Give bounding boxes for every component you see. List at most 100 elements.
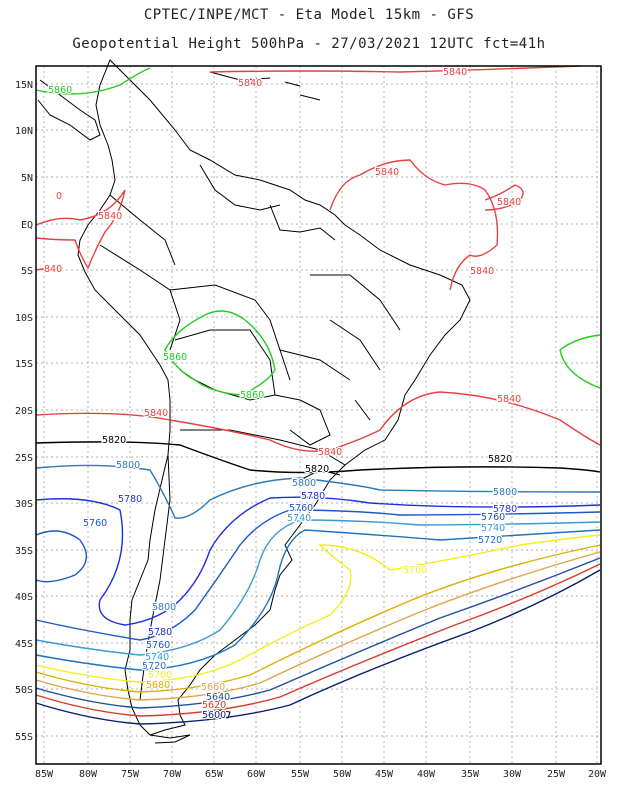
contour-5600 <box>35 569 601 725</box>
label-5780-west: 5780 <box>118 494 142 505</box>
lat-tick-label: 5N <box>21 173 33 184</box>
lon-tick-label: 80W <box>79 769 98 780</box>
label-5680-patagonia: 5680 <box>146 680 170 691</box>
latitude-axis: 15N 10N 5N EQ 5S 10S 15S 20S 25S 30S 35S 40S 45S 50S 5… <box>15 80 33 743</box>
contour-5840-colombia <box>35 189 126 270</box>
label-5800-west: 5800 <box>116 460 140 471</box>
label-5840-guianas: 5840 <box>375 167 399 178</box>
label-5800-east: 5800 <box>493 487 517 498</box>
lon-tick-label: 70W <box>163 769 182 780</box>
label-5640-south: 5640 <box>206 692 230 703</box>
label-5820-mid: 5820 <box>305 464 329 475</box>
lat-tick-label: 15S <box>15 359 33 370</box>
contour-5660 <box>35 551 601 701</box>
tierra-del-fuego <box>149 734 191 744</box>
label-5860-bolivia-w: 5860 <box>163 352 187 363</box>
contour-5800 <box>35 464 601 519</box>
contour-5840-main <box>35 391 601 452</box>
label-5760-mid: 5760 <box>289 503 313 514</box>
contour-5840-guianas <box>329 159 499 291</box>
label-5800-uruguay: 5800 <box>292 478 316 489</box>
lon-tick-label: 55W <box>291 769 310 780</box>
lon-tick-label: 85W <box>35 769 54 780</box>
coastlines-and-borders <box>37 59 471 744</box>
label-5820-west: 5820 <box>102 435 126 446</box>
contour-5740 <box>35 519 601 656</box>
lon-tick-label: 25W <box>547 769 566 780</box>
label-5780-mid: 5780 <box>301 491 325 502</box>
contour-5760 <box>35 509 601 641</box>
lat-tick-label: 10N <box>15 126 33 137</box>
contour-5720 <box>35 529 601 671</box>
label-5840-colombia: 5840 <box>98 211 122 222</box>
border-uruguay <box>299 469 341 481</box>
label-5760-pacific: 5760 <box>83 518 107 529</box>
lat-tick-label: 30S <box>15 499 33 510</box>
chart-title: CPTEC/INPE/MCT - Eta Model 15km - GFS <box>143 7 475 23</box>
border-venezuela <box>199 164 281 211</box>
label-5700-east: 5700 <box>403 565 427 576</box>
caribbean-islands <box>209 71 321 101</box>
label-840-peru: 840 <box>44 264 62 275</box>
lat-tick-label: 20S <box>15 406 33 417</box>
border-colombia <box>109 194 176 266</box>
contour-5840-top <box>209 65 581 73</box>
label-5840-chile: 5840 <box>144 408 168 419</box>
contour-5680 <box>35 544 601 693</box>
contour-5840-atlantic <box>484 184 524 211</box>
contour-5820 <box>35 441 601 474</box>
lat-tick-label: 15N <box>15 80 33 91</box>
contour-5620 <box>35 563 601 717</box>
chart-subtitle: Geopotential Height 500hPa - 27/03/2021 … <box>72 36 546 52</box>
contour-5840-peru <box>35 267 51 271</box>
label-5800-patagonia: 5800 <box>152 602 176 613</box>
falklands <box>214 709 231 719</box>
lat-tick-label: EQ <box>21 220 33 231</box>
lon-tick-label: 65W <box>205 769 224 780</box>
graticule <box>36 66 601 764</box>
lon-tick-label: 40W <box>417 769 436 780</box>
central-america <box>37 79 101 141</box>
lon-tick-label: 45W <box>375 769 394 780</box>
label-5740-mid: 5740 <box>287 513 311 524</box>
label-5620-south: 5620 <box>202 700 226 711</box>
contour-labels: 5860 5840 5840 5840 0 5840 5840 840 5840 5860 5860… <box>43 66 523 723</box>
border-paraguay <box>274 394 331 446</box>
label-5820-east: 5820 <box>488 454 512 465</box>
lon-tick-label: 30W <box>503 769 522 780</box>
border-brazil-states <box>279 274 401 421</box>
lat-tick-label: 50S <box>15 685 33 696</box>
label-5660-south: 5660 <box>201 682 225 693</box>
contours <box>35 65 601 725</box>
label-0-colombia: 0 <box>56 191 62 202</box>
label-5840-atlantic: 5840 <box>497 197 521 208</box>
label-5840-top: 5840 <box>238 78 262 89</box>
label-5840-south-brazil: 5840 <box>318 447 342 458</box>
lat-tick-label: 45S <box>15 639 33 650</box>
contour-5640 <box>35 557 601 709</box>
label-5760-east: 5760 <box>481 512 505 523</box>
label-5860-bolivia-s: 5860 <box>240 390 264 401</box>
label-5780-east: 5780 <box>493 504 517 515</box>
map-frame <box>35 65 602 765</box>
label-5700-patagonia: 5700 <box>148 670 172 681</box>
label-5840-brazil-east: 5840 <box>470 266 494 277</box>
lat-tick-label: 10S <box>15 313 33 324</box>
lat-tick-label: 55S <box>15 732 33 743</box>
border-brazil-west <box>169 284 291 381</box>
contour-5860-bolivia <box>164 310 276 396</box>
border-argentina-north <box>180 429 346 466</box>
lon-tick-label: 60W <box>247 769 266 780</box>
border-peru <box>99 244 181 351</box>
label-5600-south: 5600 <box>202 710 226 721</box>
lat-tick-label: 40S <box>15 592 33 603</box>
south-america-coastline <box>77 59 471 736</box>
lat-tick-label: 25S <box>15 453 33 464</box>
lat-tick-label: 5S <box>21 266 33 277</box>
contour-5860-east <box>559 334 601 389</box>
chile-argentina-border <box>139 454 171 701</box>
label-5740-east: 5740 <box>481 523 505 534</box>
longitude-axis: 85W 80W 75W 70W 65W 60W 55W 50W 45W 40W 35W 30W 25W 2… <box>35 769 607 780</box>
lon-tick-label: 20W <box>588 769 607 780</box>
